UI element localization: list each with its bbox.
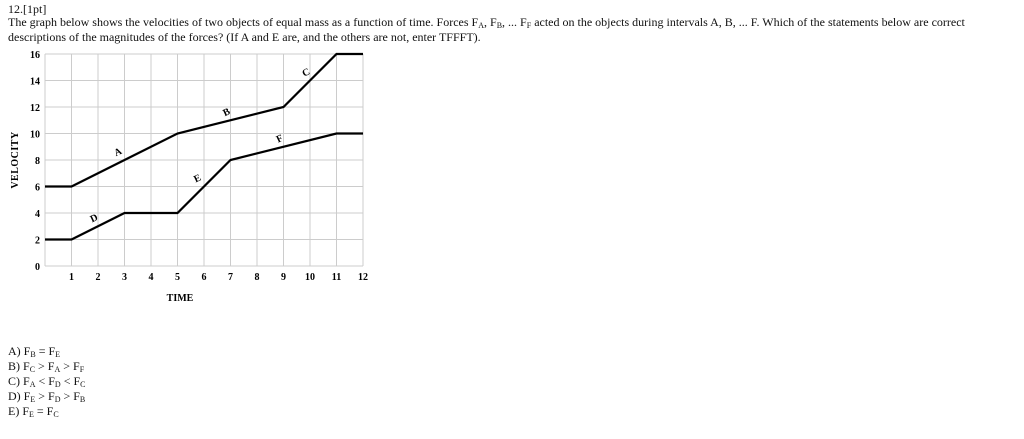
y-tick-label: 10 — [30, 130, 40, 141]
option-text: > F — [35, 359, 55, 373]
x-axis-label: TIME — [167, 293, 194, 304]
subscript: B — [30, 350, 36, 359]
subscript: A — [478, 21, 485, 30]
y-axis-label: VELOCITY — [10, 131, 21, 189]
text-part: The graph below shows the velocities of … — [8, 15, 479, 29]
option-text: > F — [60, 389, 80, 403]
interval-label-e: E — [192, 172, 203, 185]
subscript: F — [79, 365, 85, 374]
x-tick-label: 5 — [175, 272, 180, 283]
interval-label-f: F — [275, 133, 285, 146]
option-text: A) F — [8, 344, 31, 358]
x-tick-label: 11 — [332, 272, 341, 283]
subscript: F — [526, 21, 532, 30]
option-b: B) FC > FA > FF — [8, 359, 86, 374]
option-text: < F — [60, 374, 81, 388]
x-tick-label: 12 — [358, 272, 368, 283]
option-a: A) FB = FE — [8, 344, 86, 359]
velocity-time-chart: 1 2 3 4 5 6 7 8 9 10 11 120246810121416TIMEVELOCITY… — [10, 50, 368, 304]
x-tick-label: 1 — [69, 272, 74, 283]
x-tick-label: 9 — [281, 272, 286, 283]
option-text: = F — [35, 344, 56, 358]
option-c: C) FA < FD < FC — [8, 374, 86, 389]
x-tick-label: 8 — [255, 272, 260, 283]
interval-label-b: B — [221, 106, 232, 119]
answer-options: A) FB = FE B) FC > FA > FF C) FA < FD < FC… — [8, 344, 86, 419]
text-part: , F — [484, 15, 497, 29]
subscript: A — [54, 365, 61, 374]
option-text: > F — [60, 359, 80, 373]
question-number: 12.[1pt] — [8, 2, 47, 16]
subscript: E — [55, 350, 61, 359]
interval-label-d: D — [89, 212, 100, 225]
interval-label-a: A — [113, 146, 125, 159]
option-text: < F — [35, 374, 55, 388]
y-tick-label: 16 — [30, 50, 40, 61]
option-text: = F — [33, 404, 54, 418]
y-tick-label: 4 — [35, 209, 40, 220]
subscript: D — [54, 380, 61, 389]
subscript: A — [29, 380, 36, 389]
y-tick-label: 0 — [35, 262, 40, 273]
x-tick-label: 7 — [228, 272, 233, 283]
subscript: C — [53, 410, 59, 419]
y-tick-label: 14 — [30, 77, 40, 88]
option-d: D) FE > FD > FB — [8, 389, 86, 404]
x-tick-label: 3 — [122, 272, 127, 283]
x-tick-label: 6 — [202, 272, 207, 283]
x-tick-label: 2 — [96, 272, 101, 283]
subscript: B — [79, 395, 86, 404]
y-tick-label: 2 — [35, 236, 40, 247]
option-text: > F — [35, 389, 55, 403]
interval-label-c: C — [301, 66, 312, 79]
subscript: D — [54, 395, 61, 404]
question-text: The graph below shows the velocities of … — [8, 15, 1023, 45]
subscript: C — [29, 365, 36, 374]
text-part: acted on the objects during intervals A,… — [8, 15, 965, 44]
x-tick-label: 10 — [305, 272, 315, 283]
option-text: C) F — [8, 374, 30, 388]
option-e: E) FE = FC — [8, 404, 86, 419]
y-tick-label: 12 — [30, 103, 40, 114]
option-text: D) F — [8, 389, 31, 403]
subscript: E — [30, 395, 36, 404]
series-line-2 — [45, 132, 363, 241]
y-tick-label: 6 — [35, 183, 40, 194]
option-text: B) F — [8, 359, 30, 373]
y-tick-label: 8 — [35, 156, 40, 167]
subscript: E — [29, 410, 34, 419]
option-text: E) F — [8, 404, 29, 418]
text-part: , ... F — [502, 15, 527, 29]
x-tick-label: 4 — [149, 272, 154, 283]
subscript: C — [80, 380, 86, 389]
series-line-1 — [45, 52, 363, 188]
subscript: B — [496, 21, 503, 30]
